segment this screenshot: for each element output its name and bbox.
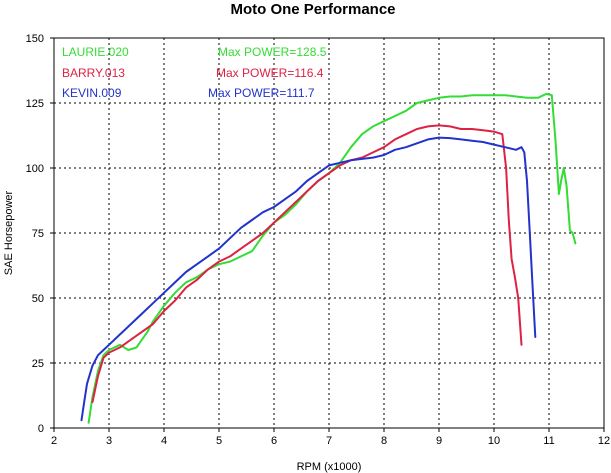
legend-annotation-3: Max POWER=111.7 <box>208 86 315 100</box>
x-tick-label: 7 <box>326 435 332 447</box>
legend-entry-2: BARRY.013 <box>62 66 125 80</box>
x-tick-label: 4 <box>161 435 167 447</box>
series-line-2 <box>91 124 523 403</box>
y-axis-title: SAE Horsepower <box>3 190 15 275</box>
y-tick-label: 125 <box>26 98 44 110</box>
y-tick-label: 150 <box>26 33 44 45</box>
x-tick-label: 3 <box>106 435 112 447</box>
series-group <box>80 92 577 424</box>
y-tick-label: 75 <box>32 228 44 240</box>
grid <box>54 38 604 428</box>
x-tick-label: 5 <box>216 435 222 447</box>
series-line-3 <box>80 136 537 422</box>
legend-annotation-1: Max POWER=128.5 <box>218 45 327 59</box>
y-tick-label: 25 <box>32 358 44 370</box>
y-tick-label: 100 <box>26 163 44 175</box>
legend-annotation-2: Max POWER=116.4 <box>216 66 324 80</box>
x-tick-label: 10 <box>488 435 500 447</box>
series-line-1 <box>87 92 577 424</box>
chart-title: Moto One Performance <box>230 1 395 18</box>
y-tick-label: 50 <box>32 293 44 305</box>
ticks: 2 3 4 5 6 7 8 9 10 11 12 0 25 50 75 100 125 150 <box>26 33 610 447</box>
x-tick-label: 2 <box>51 435 57 447</box>
x-tick-label: 8 <box>381 435 387 447</box>
x-tick-label: 6 <box>271 435 277 447</box>
x-axis-title: RPM (x1000) <box>297 461 362 473</box>
y-tick-label: 0 <box>38 423 44 435</box>
x-tick-label: 12 <box>598 435 610 447</box>
x-tick-label: 11 <box>543 435 554 447</box>
legend-entry-1: LAURIE.020 <box>62 45 129 59</box>
x-tick-label: 9 <box>436 435 442 447</box>
legend: LAURIE.020 Max POWER=128.5 BARRY.013 Max PO… <box>62 45 327 100</box>
legend-entry-3: KEVIN.009 <box>62 86 122 100</box>
